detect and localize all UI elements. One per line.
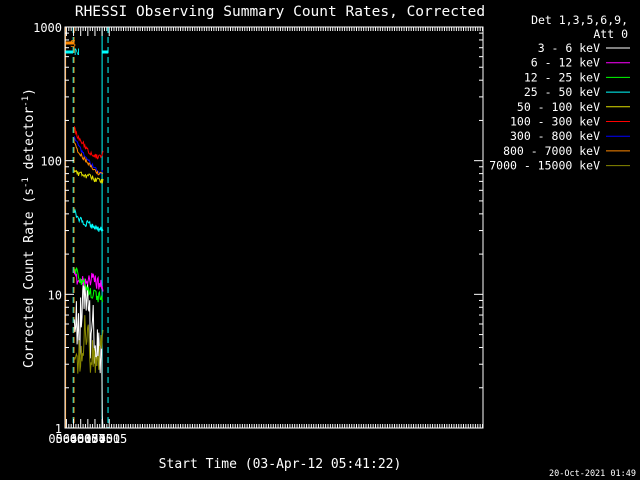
x-tick-label: 06:30 [70, 432, 106, 446]
x-tick-label: 06:45 [77, 432, 113, 446]
series-line [74, 142, 104, 176]
series-line [73, 315, 104, 374]
x-tick-label: 06:15 [63, 432, 99, 446]
legend-label: 100 - 300 keV [510, 115, 600, 129]
y-axis-label: Corrected Count Rate (s-1 detector-1) [21, 88, 37, 368]
y-tick-label: 1 [55, 422, 62, 436]
x-axis-label: Start Time (03-Apr-12 05:41:22) [159, 457, 402, 472]
series-line [73, 169, 104, 184]
plot-area: SN [64, 27, 109, 429]
y-tick-label: 1000 [33, 21, 62, 35]
series-line [73, 269, 104, 292]
axes: 1 10 100 1000 05:4506:0006:1506:3006:4507:00… [33, 21, 484, 446]
x-tick-label: 07:00 [84, 432, 120, 446]
plot-frame [64, 26, 484, 429]
series-line [73, 126, 104, 160]
legend-label: 12 - 25 keV [524, 70, 600, 84]
legend-label: 3 - 6 keV [538, 41, 600, 55]
series-line [74, 267, 104, 303]
y-tick-label: 100 [40, 155, 62, 169]
x-tick-label: 07:15 [91, 432, 127, 446]
x-tick-label: 06:00 [55, 432, 91, 446]
legend-label: 800 - 7000 keV [503, 144, 600, 158]
legend-label: 50 - 100 keV [517, 100, 600, 114]
series-line [73, 208, 104, 232]
legend-label: 6 - 12 keV [531, 56, 600, 70]
y-tick-label: 10 [48, 288, 62, 302]
series-line [73, 136, 104, 175]
timestamp: 20-Oct-2021 01:49 [549, 469, 636, 479]
legend-label: 300 - 800 keV [510, 129, 600, 143]
chart-title: RHESSI Observing Summary Count Rates, Co… [75, 4, 485, 20]
legend-label: 25 - 50 keV [524, 85, 600, 99]
flag-label: N [74, 48, 79, 58]
x-tick-label: 05:45 [48, 432, 84, 446]
legend-header-line-1: Det 1,3,5,6,9, [531, 13, 628, 27]
flag-label: S [70, 39, 76, 50]
legend-label: 7000 - 15000 keV [489, 159, 600, 173]
legend-header-line-2: Att 0 [593, 27, 628, 41]
